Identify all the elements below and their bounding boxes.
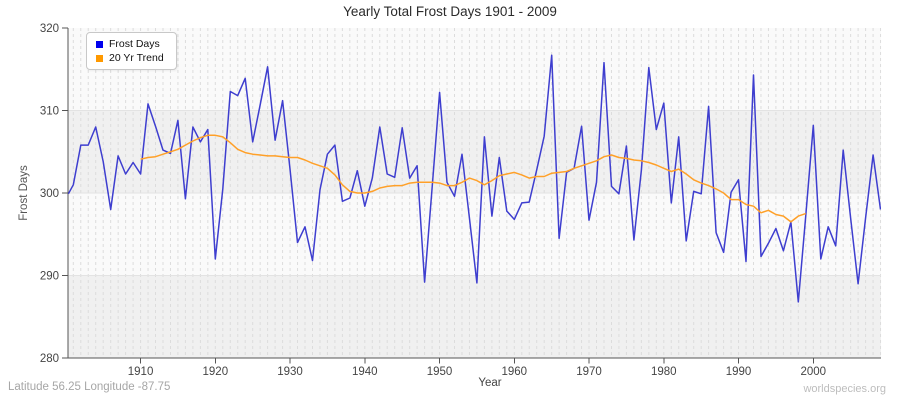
- legend-item-frost-days: Frost Days: [96, 37, 164, 51]
- x-tick-label: 1940: [352, 366, 378, 378]
- y-tick-label: 310: [40, 106, 59, 118]
- frost-days-swatch-icon: [96, 40, 103, 48]
- x-tick-label: 1910: [128, 366, 154, 378]
- grid-band: [68, 28, 881, 111]
- page-title: Yearly Total Frost Days 1901 - 2009: [343, 4, 557, 19]
- x-tick-label: 1930: [277, 366, 303, 378]
- coordinates-caption: Latitude 56.25 Longitude -87.75: [8, 381, 171, 393]
- x-tick-label: 1980: [651, 366, 677, 378]
- x-tick-label: 1950: [427, 366, 453, 378]
- y-tick-label: 280: [40, 353, 59, 365]
- watermark: worldspecies.org: [803, 383, 886, 395]
- x-tick-label: 1970: [576, 366, 602, 378]
- x-tick-label: 1990: [726, 366, 752, 378]
- y-tick-label: 290: [40, 271, 59, 283]
- grid-band: [68, 275, 881, 358]
- legend-label-trend: 20 Yr Trend: [109, 52, 164, 64]
- trend-swatch-icon: [96, 54, 103, 62]
- y-tick-label: 300: [40, 188, 59, 200]
- y-tick-label: 320: [40, 23, 59, 35]
- y-axis-label: Frost Days: [18, 165, 30, 221]
- x-tick-label: 1920: [203, 366, 229, 378]
- x-tick-label: 1960: [501, 366, 527, 378]
- legend-item-trend: 20 Yr Trend: [96, 51, 164, 65]
- frost-days-line: [68, 54, 881, 303]
- x-tick-label: 2000: [800, 366, 826, 378]
- legend-label-frost-days: Frost Days: [109, 38, 160, 50]
- legend: Frost Days 20 Yr Trend: [86, 32, 177, 70]
- x-axis-label: Year: [478, 377, 502, 389]
- trend-line: [140, 134, 807, 223]
